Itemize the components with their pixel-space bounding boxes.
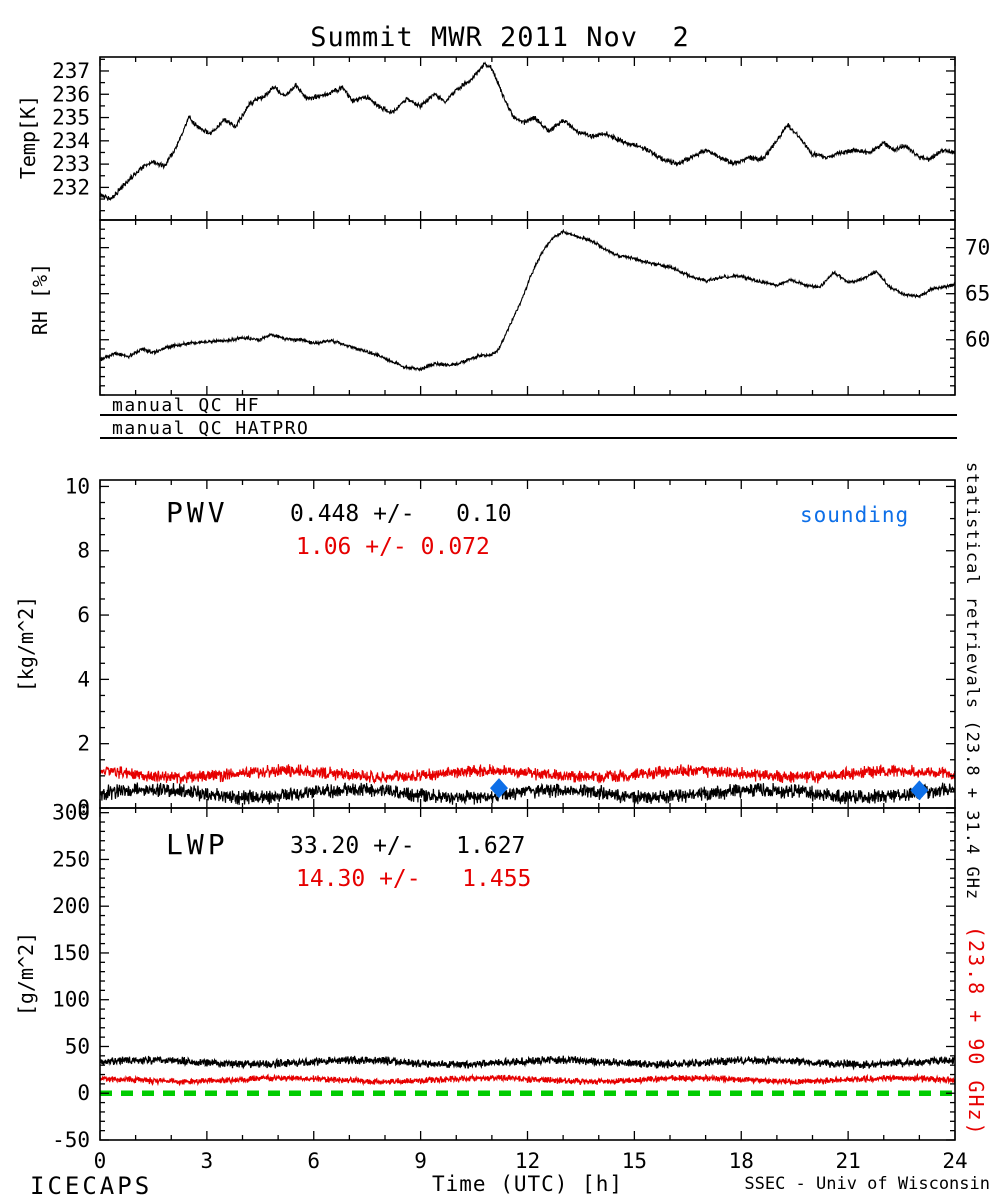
qc-hatpro-divider bbox=[100, 437, 957, 439]
pwv-frame bbox=[99, 479, 956, 809]
pwv-23-31ghz-line bbox=[100, 782, 955, 806]
lwp-ytick-label: 50 bbox=[65, 1034, 90, 1058]
lwp-ytick-label: 100 bbox=[52, 988, 90, 1012]
qc-hf-divider bbox=[100, 414, 957, 416]
rh-ytick-label: 60 bbox=[965, 328, 990, 352]
rh-ticks bbox=[99, 219, 956, 396]
pwv-axis-label: [kg/m^2] bbox=[14, 595, 38, 693]
rh-ytick-label: 65 bbox=[965, 282, 990, 306]
lwp-axis-label: [g/m^2] bbox=[14, 931, 38, 1017]
rh-axis-label: RH [%] bbox=[28, 262, 52, 336]
sounding-marker bbox=[490, 778, 508, 799]
lwp-ytick-label: 300 bbox=[52, 801, 90, 825]
temp-ytick-label: 232 bbox=[52, 175, 90, 199]
xtick-label: 18 bbox=[729, 1149, 754, 1173]
lwp-stat-black: 33.20 +/- 1.627 bbox=[290, 833, 526, 859]
pwv-ytick-label: 4 bbox=[77, 667, 90, 691]
sounding-marker bbox=[910, 780, 929, 801]
rh-series-group bbox=[100, 228, 955, 372]
temp-ytick-label: 233 bbox=[52, 152, 90, 176]
temp-ticks bbox=[99, 57, 956, 220]
xtick-label: 15 bbox=[622, 1149, 647, 1173]
xtick-label: 21 bbox=[835, 1149, 860, 1173]
xtick-label: 3 bbox=[201, 1149, 214, 1173]
temp-frame bbox=[99, 56, 956, 221]
temp-ytick-label: 236 bbox=[52, 82, 90, 106]
temp-ytick-label: 237 bbox=[52, 59, 90, 83]
right-axis-label-statistical: statistical retrievals (23.8 + 31.4 GHz bbox=[962, 462, 982, 901]
lwp-ticks bbox=[99, 808, 956, 1141]
sounding-legend-label: sounding bbox=[800, 503, 910, 527]
xtick-label: 9 bbox=[414, 1149, 427, 1173]
project-label: ICECAPS bbox=[30, 1172, 153, 1200]
right-axis-label-90ghz: (23.8 + 90 GHz) bbox=[964, 926, 988, 1137]
lwp-ytick-label: 150 bbox=[52, 941, 90, 965]
manual-qc-hatpro-label: manual QC HATPRO bbox=[112, 418, 310, 439]
lwp-series-group bbox=[100, 1055, 955, 1096]
temp-ytick-label: 235 bbox=[52, 106, 90, 130]
lwp-stat-red: 14.30 +/- 1.455 bbox=[296, 866, 532, 892]
xtick-label: 24 bbox=[942, 1149, 967, 1173]
lwp-ytick-label: -50 bbox=[52, 1128, 90, 1152]
pwv-series-group bbox=[100, 764, 955, 806]
lwp-ytick-label: 200 bbox=[52, 894, 90, 918]
pwv-23-90ghz-line bbox=[100, 764, 955, 785]
manual-qc-hf-label: manual QC HF bbox=[112, 395, 261, 416]
temperature-line bbox=[100, 61, 955, 202]
pwv-panel-label: PWV bbox=[166, 496, 229, 529]
credit-label: SSEC - Univ of Wisconsin bbox=[744, 1174, 990, 1194]
xtick-label: 12 bbox=[515, 1149, 540, 1173]
pwv-stat-black: 0.448 +/- 0.10 bbox=[290, 501, 512, 527]
xtick-label: 6 bbox=[307, 1149, 320, 1173]
pwv-ytick-label: 10 bbox=[65, 474, 90, 498]
pwv-ytick-label: 0 bbox=[77, 796, 90, 820]
pwv-ytick-label: 8 bbox=[77, 539, 90, 563]
pwv-ytick-label: 2 bbox=[77, 732, 90, 756]
lwp-panel-label: LWP bbox=[166, 828, 229, 861]
pwv-ticks bbox=[99, 480, 956, 809]
pwv-stat-red: 1.06 +/- 0.072 bbox=[296, 534, 490, 560]
plot-title: Summit MWR 2011 Nov 2 bbox=[310, 22, 690, 53]
temp-ytick-label: 234 bbox=[52, 129, 90, 153]
lwp-ytick-label: 250 bbox=[52, 847, 90, 871]
x-axis-title: Time (UTC) [h] bbox=[431, 1172, 623, 1196]
xtick-label: 0 bbox=[94, 1149, 107, 1173]
pwv-ytick-label: 6 bbox=[77, 603, 90, 627]
temp-axis-label: Temp[K] bbox=[16, 94, 40, 180]
lwp-23-31ghz-line bbox=[100, 1055, 955, 1071]
relative-humidity-line bbox=[100, 228, 955, 372]
temp-series-group bbox=[100, 61, 955, 202]
lwp-23-90ghz-line bbox=[100, 1072, 955, 1087]
rh-frame bbox=[99, 219, 956, 396]
lwp-ytick-label: 0 bbox=[77, 1081, 90, 1105]
rh-ytick-label: 70 bbox=[965, 236, 990, 260]
